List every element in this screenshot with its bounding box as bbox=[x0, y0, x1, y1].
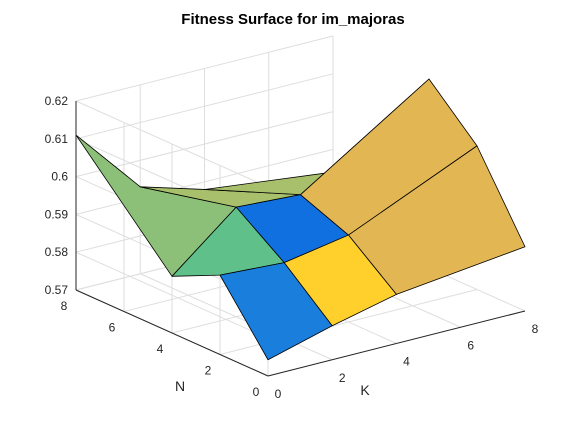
surface-face bbox=[348, 145, 526, 295]
z-tick-label: 0.59 bbox=[45, 207, 69, 221]
x-axis-label: K bbox=[360, 382, 370, 398]
x-tick-label: 0 bbox=[275, 387, 282, 401]
x-tick-label: 4 bbox=[403, 355, 410, 369]
y-tick-label: 8 bbox=[61, 299, 68, 313]
x-axis-line bbox=[267, 310, 526, 377]
z-tick-label: 0.62 bbox=[45, 94, 69, 108]
y-tick-label: 2 bbox=[205, 364, 212, 378]
z-tick-label: 0.57 bbox=[45, 283, 69, 297]
x-tick-label: 8 bbox=[532, 322, 539, 336]
y-axis-line bbox=[75, 289, 269, 377]
y-axis-label: N bbox=[175, 378, 185, 394]
surface bbox=[75, 78, 526, 361]
z-tick-label: 0.61 bbox=[45, 132, 69, 146]
x-tick-label: 2 bbox=[339, 371, 346, 385]
y-tick-label: 4 bbox=[157, 342, 164, 356]
x-tick-label: 6 bbox=[467, 338, 474, 352]
axes bbox=[75, 101, 526, 377]
chart-title: Fitness Surface for im_majoras bbox=[181, 11, 404, 28]
z-tick-label: 0.6 bbox=[51, 170, 68, 184]
z-tick-label: 0.58 bbox=[45, 245, 69, 259]
y-tick-label: 6 bbox=[109, 321, 116, 335]
y-tick-label: 0 bbox=[253, 385, 260, 399]
tick-labels: 0 2 4 6 8 0 2 4 6 8 0.57 0.58 0.59 0.6 0.61 0.62 bbox=[45, 94, 539, 401]
